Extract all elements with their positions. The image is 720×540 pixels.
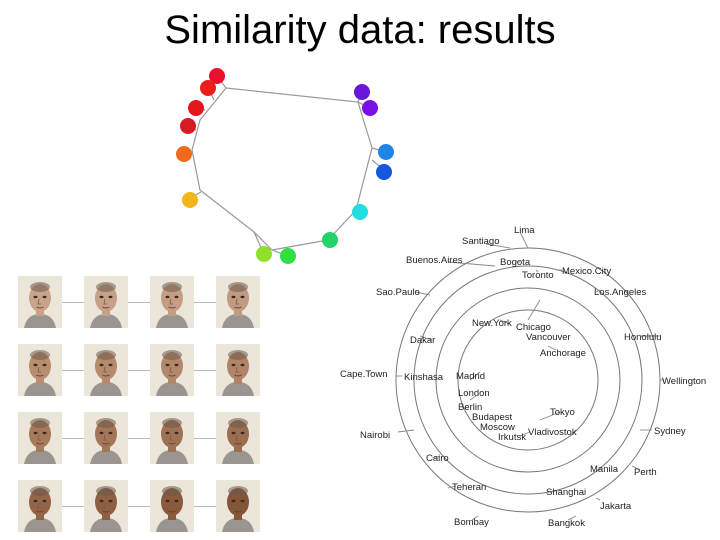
city-label: Chicago [516,322,551,333]
grid-connector [194,370,216,371]
city-label: New.York [472,318,512,329]
face-thumbnail [84,344,128,396]
grid-connector [62,506,84,507]
city-label: Madrid [456,371,485,382]
color-dot [209,68,225,84]
face-thumbnail [18,480,62,532]
face-icon [156,282,188,328]
city-label: Manila [590,464,619,475]
face-icon [156,418,188,464]
city-label: Bangkok [548,518,585,529]
face-thumbnail [216,480,260,532]
grid-connector [128,438,150,439]
color-dot [352,204,368,220]
city-label: Vladivostok [528,427,577,438]
city-label: Jakarta [600,501,632,512]
city-label: Teheran [452,482,486,493]
face-thumbnail [216,276,260,328]
face-icon [156,486,188,532]
face-thumbnail [216,344,260,396]
face-icon [222,282,254,328]
face-thumbnail [150,480,194,532]
slide-title: Similarity data: results [164,8,556,52]
city-label: Wellington [662,376,706,387]
city-label: Sao.Paulo [376,287,420,298]
face-thumbnail [84,412,128,464]
city-label: Nairobi [360,430,390,441]
city-label: London [458,388,490,399]
city-label: Vancouver [526,332,571,343]
color-dot [180,118,196,134]
face-icon [90,282,122,328]
city-label: Berlin [458,402,482,413]
city-label: Cairo [426,453,449,464]
city-label: Budapest [472,412,513,423]
grid-connector [62,438,84,439]
city-label: Dakar [410,335,435,346]
color-dot [176,146,192,162]
city-label: Shanghai [546,487,586,498]
city-label: Lima [514,225,535,236]
city-label: Tokyo [550,407,575,418]
face-icon [24,350,56,396]
face-thumbnail [18,276,62,328]
face-thumbnail [18,344,62,396]
face-icon [90,350,122,396]
color-dot [280,248,296,264]
grid-connector [62,302,84,303]
face-icon [24,486,56,532]
city-label: Sydney [654,426,686,437]
color-dot [256,246,272,262]
color-dot [362,100,378,116]
face-icon [90,418,122,464]
city-label: Mexico.City [562,266,611,277]
face-icon [90,486,122,532]
face-icon [222,350,254,396]
grid-connector [194,438,216,439]
face-thumbnail [18,412,62,464]
grid-connector [194,506,216,507]
color-dot [376,164,392,180]
city-label: Buenos.Aires [406,255,463,266]
city-label: Toronto [522,270,554,281]
city-label: Honolulu [624,332,662,343]
face-thumbnail [150,344,194,396]
face-thumbnail [84,480,128,532]
color-dot [322,232,338,248]
grid-connector [128,302,150,303]
face-thumbnail [150,412,194,464]
city-label: Anchorage [540,348,586,359]
city-label: Bogota [500,257,531,268]
grid-connector [128,370,150,371]
face-icon [222,418,254,464]
color-dot [188,100,204,116]
city-label: Cape.Town [340,369,388,380]
city-label: Perth [634,467,657,478]
city-label: Bombay [454,517,489,528]
color-dot [378,144,394,160]
face-thumbnail [84,276,128,328]
face-thumbnail [216,412,260,464]
color-dot [182,192,198,208]
face-thumbnail [150,276,194,328]
city-label: Los.Angeles [594,287,647,298]
face-icon [24,418,56,464]
face-icon [222,486,254,532]
face-icon [156,350,188,396]
grid-connector [194,302,216,303]
grid-connector [62,370,84,371]
city-label: Moscow [480,422,515,433]
city-label: Kinshasa [404,372,444,383]
color-dot [200,80,216,96]
color-dot [354,84,370,100]
grid-connector [128,506,150,507]
face-icon [24,282,56,328]
city-label: Santiago [462,236,500,247]
city-label: Irkutsk [498,432,526,443]
